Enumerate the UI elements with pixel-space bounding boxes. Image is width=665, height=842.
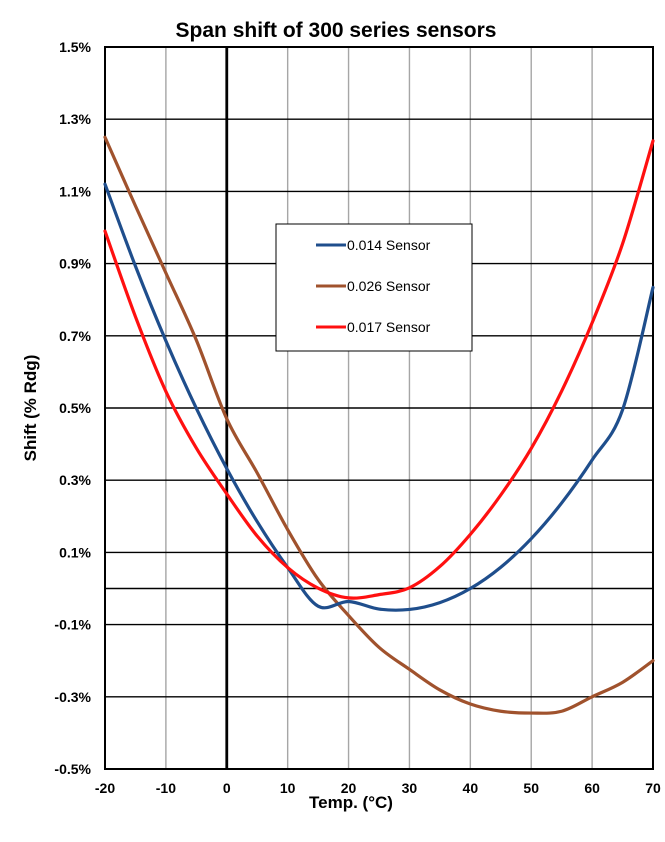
legend-label: 0.017 Sensor <box>347 319 431 335</box>
series-line-0-017-sensor <box>103 139 655 600</box>
horizontal-gridlines <box>105 46 653 770</box>
series-lines <box>103 135 655 715</box>
y-tick-label: 0.1% <box>59 544 91 560</box>
y-tick-label: 0.7% <box>59 328 91 344</box>
legend: 0.014 Sensor 0.026 Sensor 0.017 Sensor <box>275 223 473 352</box>
x-tick-label: 40 <box>463 780 479 796</box>
x-tick-label: 70 <box>645 780 661 796</box>
y-tick-label: 1.1% <box>59 183 91 199</box>
legend-box <box>275 223 473 352</box>
y-tick-label: -0.3% <box>54 689 91 705</box>
y-tick-label: 0.9% <box>59 256 91 272</box>
x-tick-label: -10 <box>156 780 176 796</box>
y-axis-tick-labels: -0.5% -0.3% -0.1% 0.1% 0.3% 0.5% 0.7% 0.9% 1.1% 1… <box>54 39 91 777</box>
y-tick-label: 1.3% <box>59 111 91 127</box>
x-tick-label: 10 <box>280 780 296 796</box>
x-tick-label: 30 <box>402 780 418 796</box>
chart-title: Span shift of 300 series sensors <box>176 19 497 42</box>
y-tick-label: 0.5% <box>59 400 91 416</box>
y-tick-label: 0.3% <box>59 472 91 488</box>
x-axis-tick-labels: -20 -10 0 10 20 30 40 50 60 70 <box>95 780 661 796</box>
x-tick-label: 60 <box>584 780 600 796</box>
y-tick-label: -0.1% <box>54 617 91 633</box>
y-axis-title: Shift (% Rdg) <box>21 355 40 462</box>
legend-label: 0.014 Sensor <box>347 237 431 253</box>
x-tick-label: 0 <box>223 780 231 796</box>
x-axis-title: Temp. (°C) <box>309 793 393 812</box>
y-tick-label: 1.5% <box>59 39 91 55</box>
x-tick-label: -20 <box>95 780 115 796</box>
series-line-0-014-sensor <box>103 182 655 612</box>
plot-area-frame <box>104 46 654 770</box>
legend-label: 0.026 Sensor <box>347 278 431 294</box>
legend-items: 0.014 Sensor 0.026 Sensor 0.017 Sensor <box>316 237 431 335</box>
series-line-0-026-sensor <box>103 135 655 715</box>
x-tick-label: 20 <box>341 780 357 796</box>
y-tick-label: -0.5% <box>54 761 91 777</box>
x-tick-label: 50 <box>523 780 539 796</box>
